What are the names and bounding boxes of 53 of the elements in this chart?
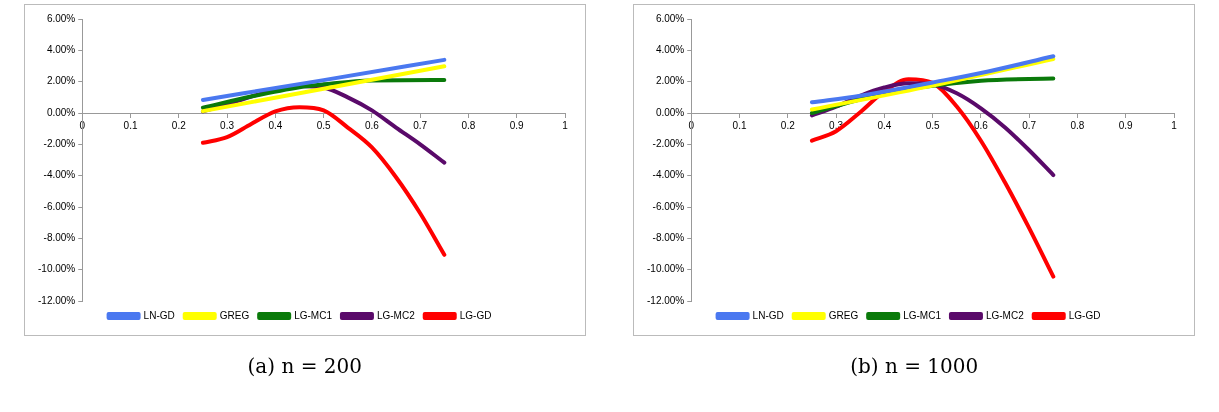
x-tick-label: 0.8 (1070, 119, 1086, 131)
y-tick-label: -2.00% (652, 138, 685, 150)
x-tick-label: 0.5 (316, 119, 331, 131)
y-tick-label: 2.00% (46, 75, 76, 87)
legend-label: LN-GD (752, 309, 784, 321)
x-tick-label: 0.4 (268, 119, 283, 131)
line-series (200, 105, 447, 257)
x-tick-label: 0.4 (877, 119, 892, 131)
y-tick-label: -6.00% (652, 200, 685, 212)
legend-label: LN-GD (143, 309, 175, 321)
x-tick-label: 0.7 (412, 119, 428, 131)
x-tick-label: 0.7 (1022, 119, 1037, 131)
x-tick-label: 1 (561, 119, 568, 131)
y-tick-label: 4.00% (46, 44, 76, 56)
y-tick-label: -8.00% (43, 232, 76, 244)
legend-label: LG-MC1 (903, 309, 942, 321)
y-tick-label: 4.00% (656, 44, 685, 56)
y-tick-label: -4.00% (652, 169, 685, 181)
y-tick-label: -10.00% (37, 263, 76, 275)
x-tick-label: 0.2 (171, 119, 186, 131)
legend-label: LG-GD (459, 309, 492, 321)
legend-label: LG-MC2 (376, 309, 415, 321)
y-tick-label: 0.00% (656, 106, 685, 118)
legend-label: LG-MC2 (986, 309, 1025, 321)
x-tick-label: 0.9 (1119, 119, 1134, 131)
y-tick-label: 6.00% (46, 12, 76, 24)
y-tick-label: -8.00% (652, 232, 685, 244)
text: (b) n = 1000 (849, 354, 980, 378)
x-tick-label: 0.6 (974, 119, 989, 131)
x-tick-label: 0.9 (509, 119, 524, 131)
y-tick-label: -2.00% (43, 138, 76, 150)
line-series (810, 54, 1056, 105)
x-tick-label: 0.5 (925, 119, 941, 131)
legend-label: GREG (219, 309, 250, 321)
y-tick-label: -12.00% (37, 294, 76, 306)
y-tick-label: 0.00% (46, 106, 76, 118)
text: (a) n = 200 (246, 354, 363, 378)
x-tick-label: 0.8 (461, 119, 476, 131)
y-tick-label: 6.00% (656, 12, 685, 24)
y-tick-label: -4.00% (43, 169, 76, 181)
y-tick-label: -10.00% (647, 263, 685, 275)
x-tick-label: 1 (1171, 119, 1178, 131)
x-tick-label: 0.1 (732, 119, 748, 131)
x-tick-label: 0.3 (219, 119, 235, 131)
y-tick-label: -6.00% (43, 200, 76, 212)
legend-label: LG-MC1 (293, 309, 333, 321)
x-tick-label: 0.1 (123, 119, 138, 131)
legend-label: LG-GD (1068, 309, 1101, 321)
x-tick-label: 0.2 (781, 119, 796, 131)
y-tick-label: -12.00% (647, 294, 685, 306)
legend-label: GREG (828, 309, 859, 321)
y-tick-label: 2.00% (656, 75, 685, 87)
x-tick-label: 0.6 (364, 119, 380, 131)
